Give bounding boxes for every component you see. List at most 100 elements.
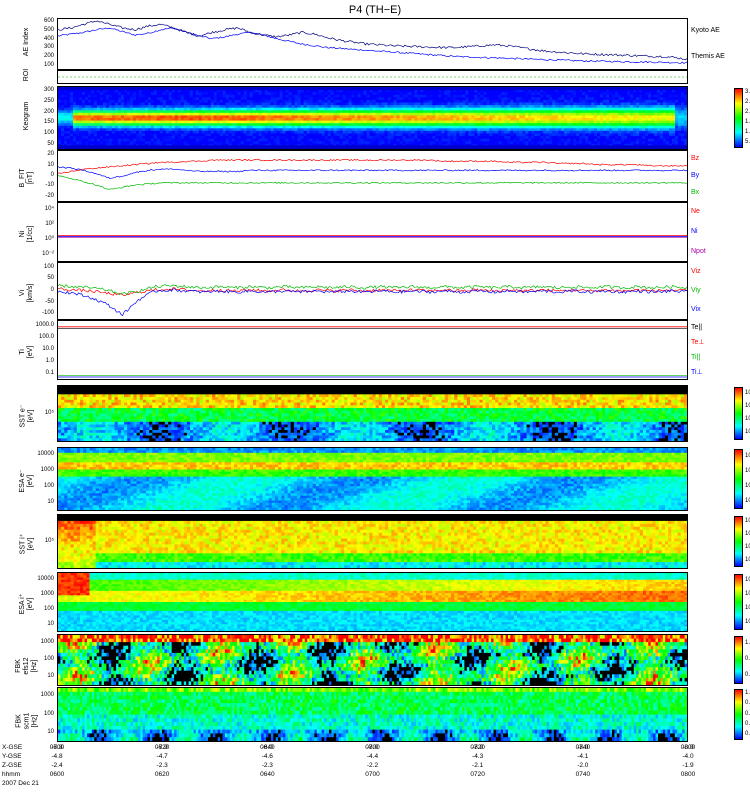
xrow-time-0: 0600 [37,771,77,778]
ytick-fbk-b-1: 100 [26,711,54,718]
ytick-b-fit-4: -20 [26,193,54,200]
xrow-label-time: hhmm [2,771,20,778]
xrow-time-3: 0700 [353,771,393,778]
ytick-fbk-e-2: 10 [26,673,54,680]
ytick-fbk-e-1: 100 [26,656,54,663]
xrow-Z-GSE-6: -1.9 [668,762,708,769]
xtick-5: 0740 [563,744,603,751]
panel-sst-electron [57,385,688,442]
xrow-Z-GSE-2: -2.3 [247,762,287,769]
xrow-Y-GSE-0: -4.8 [37,753,77,760]
panel-fbk-e [57,634,688,686]
colorbar-label-sst-ion-1: 10⁴ [745,531,750,538]
ytick-sst-ion-0: 10⁵ [26,538,54,545]
colorbar-sst-ion [734,516,743,567]
ytick-esa-electron-1: 1000 [26,467,54,474]
colorbar-label-esa-electron-2: 10⁴ [745,483,750,490]
ytick-ti-4: 0.1 [26,370,54,377]
xrow-Z-GSE-1: -2.3 [142,762,182,769]
ytick-vi-3: -50 [26,299,54,306]
colorbar-label-sst-ion-3: 10⁰ [745,557,750,564]
legend-vi-2: Vix [691,306,701,314]
panel-ae-index [57,18,688,70]
xrow-time-4: 0720 [458,771,498,778]
xrow-time-5: 0740 [563,771,603,778]
ytick-ti-2: 10.0 [26,346,54,353]
colorbar-label-keogram-2: 2.0×10⁴ [745,109,750,116]
ytick-vi-4: -100 [26,310,54,317]
ytick-ti-3: 1.0 [26,358,54,365]
colorbar-label-esa-ion-1: 10⁶ [745,591,750,598]
colorbar-label-esa-ion-3: 10² [745,619,750,626]
ytick-ae-index-3: 300 [26,44,54,51]
xtick-0: 0600 [37,744,77,751]
ytick-keogram-1: 250 [26,98,54,105]
ytick-ae-index-0: 600 [26,18,54,25]
xrow-label-date: 2007 Dec 21 [2,780,39,787]
ytick-ae-index-5: 100 [26,62,54,69]
legend-ti-0: Te|| [691,324,702,332]
xrow-X-GSE-1: -7.9 [142,744,182,751]
legend-ni-2: Npot [691,248,706,256]
panel-keogram [57,86,688,150]
ytick-keogram-5: 50 [26,141,54,148]
panel-ti [57,320,688,380]
xrow-Y-GSE-1: -4.7 [142,753,182,760]
ytick-fbk-e-0: 1000 [26,639,54,646]
colorbar-label-fbk-e-2: 0.01 [745,672,750,679]
ytick-esa-electron-2: 100 [26,483,54,490]
xtick-2: 0640 [247,744,287,751]
ytick-b-fit-2: 0 [26,172,54,179]
xtick-3: 0700 [353,744,393,751]
xrow-time-1: 0620 [142,771,182,778]
colorbar-label-fbk-b-0: 1.0000 [745,690,750,697]
colorbar-label-keogram-0: 3.0×10⁴ [745,89,750,96]
panel-ni [57,202,688,262]
ytick-b-fit-0: 20 [26,151,54,158]
xrow-X-GSE-5: -8.0 [563,744,603,751]
xrow-Z-GSE-4: -2.1 [458,762,498,769]
colorbar-label-fbk-e-1: 0.10 [745,656,750,663]
ytick-keogram-2: 200 [26,109,54,116]
colorbar-sst-electron [734,387,743,440]
xrow-time-2: 0640 [247,771,287,778]
colorbar-label-sst-electron-2: 10² [745,416,750,423]
colorbar-label-esa-electron-3: 10² [745,498,750,505]
xrow-X-GSE-3: -8.0 [353,744,393,751]
colorbar-label-sst-ion-2: 10² [745,544,750,551]
xtick-6: 0800 [668,744,708,751]
xrow-X-GSE-0: -7.8 [37,744,77,751]
ytick-keogram-0: 300 [26,87,54,94]
colorbar-esa-electron [734,449,743,509]
ytick-ti-1: 100.0 [26,334,54,341]
legend-ti-3: Ti⊥ [691,369,703,377]
panel-esa-ion [57,572,688,632]
colorbar-label-fbk-b-1: 0.1000 [745,700,750,707]
xrow-Y-GSE-4: -4.3 [458,753,498,760]
ytick-vi-1: 50 [26,275,54,282]
ytick-vi-0: 100 [26,264,54,271]
colorbar-fbk-e [734,636,743,684]
xrow-label-Z-GSE: Z-GSE [2,762,22,769]
ytick-fbk-b-0: 1000 [26,692,54,699]
colorbar-label-fbk-e-0: 1.00 [745,640,750,647]
legend-vi-1: Viy [691,287,701,295]
ytick-ni-3: 10⁻² [26,251,54,258]
ytick-esa-ion-1: 1000 [26,591,54,598]
ytick-ni-1: 10² [26,221,54,228]
colorbar-esa-ion [734,574,743,630]
legend-ae-index-0: Kyoto AE [691,27,720,35]
xrow-X-GSE-4: -8.0 [458,744,498,751]
ytick-fbk-b-2: 10 [26,729,54,736]
legend-ni-1: Ni [691,228,698,236]
ytick-ae-index-2: 400 [26,36,54,43]
ytick-ni-2: 10⁰ [26,236,54,243]
panel-sst-ion [57,514,688,569]
colorbar-label-esa-ion-2: 10⁴ [745,605,750,612]
colorbar-label-esa-ion-0: 10⁸ [745,577,750,584]
ytick-esa-ion-3: 10 [26,621,54,628]
ytick-keogram-3: 150 [26,119,54,126]
xrow-Y-GSE-3: -4.4 [353,753,393,760]
